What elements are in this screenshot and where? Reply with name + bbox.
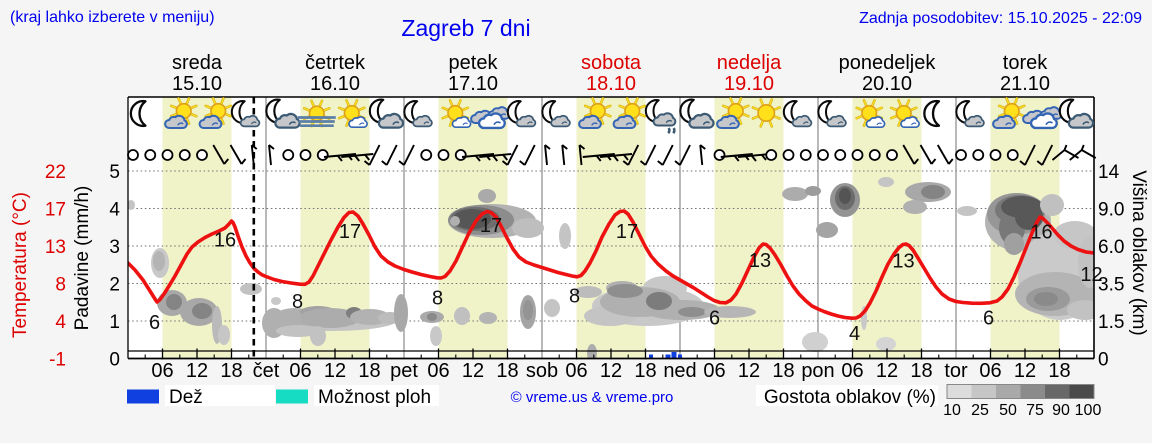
svg-text:(kraj lahko izberete v meniju): (kraj lahko izberete v meniju) xyxy=(10,9,215,26)
svg-text:Dež: Dež xyxy=(169,387,203,408)
svg-text:8: 8 xyxy=(55,275,66,296)
svg-text:ponedeljek: ponedeljek xyxy=(839,52,937,74)
svg-text:18: 18 xyxy=(220,360,242,382)
svg-text:14: 14 xyxy=(1098,162,1120,183)
svg-text:12: 12 xyxy=(1014,360,1036,382)
svg-text:1: 1 xyxy=(109,312,120,333)
svg-text:13: 13 xyxy=(892,251,914,273)
svg-text:sobota: sobota xyxy=(581,52,642,74)
svg-text:čet: čet xyxy=(253,360,280,382)
svg-text:21.10: 21.10 xyxy=(1000,73,1050,95)
svg-text:sob: sob xyxy=(526,360,558,382)
svg-text:12: 12 xyxy=(600,360,622,382)
svg-text:Gostota oblakov (%): Gostota oblakov (%) xyxy=(764,387,936,408)
svg-text:19.10: 19.10 xyxy=(724,73,774,95)
svg-text:6: 6 xyxy=(149,312,160,334)
svg-text:5: 5 xyxy=(109,162,120,183)
svg-text:16.10: 16.10 xyxy=(310,73,360,95)
svg-text:06: 06 xyxy=(841,360,863,382)
svg-text:17.10: 17.10 xyxy=(448,73,498,95)
svg-text:petek: petek xyxy=(449,52,499,74)
svg-text:22: 22 xyxy=(45,162,66,183)
svg-text:4: 4 xyxy=(55,312,66,333)
svg-text:sreda: sreda xyxy=(172,52,223,74)
svg-text:17: 17 xyxy=(480,215,502,237)
svg-text:3: 3 xyxy=(109,237,120,258)
svg-text:17: 17 xyxy=(45,200,66,221)
svg-text:nedelja: nedelja xyxy=(717,52,782,74)
svg-text:Zagreb 7 dni: Zagreb 7 dni xyxy=(401,15,530,41)
svg-text:4: 4 xyxy=(849,323,860,345)
svg-text:18: 18 xyxy=(496,360,518,382)
svg-text:torek: torek xyxy=(1003,52,1048,74)
svg-text:2: 2 xyxy=(109,275,120,296)
svg-text:Višina oblakov (km): Višina oblakov (km) xyxy=(1128,170,1149,335)
svg-text:6: 6 xyxy=(983,308,994,330)
svg-text:18: 18 xyxy=(634,360,656,382)
svg-text:12: 12 xyxy=(186,360,208,382)
svg-text:06: 06 xyxy=(289,360,311,382)
svg-text:75: 75 xyxy=(1026,402,1044,419)
svg-text:100: 100 xyxy=(1075,402,1102,419)
svg-text:4: 4 xyxy=(109,200,120,221)
svg-text:8: 8 xyxy=(569,286,580,308)
svg-text:8: 8 xyxy=(432,288,443,310)
svg-text:17: 17 xyxy=(339,221,361,243)
svg-text:12: 12 xyxy=(324,360,346,382)
svg-text:četrtek: četrtek xyxy=(305,52,366,74)
svg-text:6.0: 6.0 xyxy=(1098,237,1124,258)
svg-text:17: 17 xyxy=(616,221,638,243)
svg-text:12: 12 xyxy=(876,360,898,382)
svg-text:3.5: 3.5 xyxy=(1098,275,1124,296)
svg-text:Možnost ploh: Možnost ploh xyxy=(318,387,431,408)
svg-text:Zadnja posodobitev: 15.10.2025: Zadnja posodobitev: 15.10.2025 - 22:09 xyxy=(859,10,1142,27)
svg-text:20.10: 20.10 xyxy=(862,73,912,95)
svg-text:8: 8 xyxy=(292,291,303,313)
svg-text:-1: -1 xyxy=(49,350,66,371)
svg-text:18.10: 18.10 xyxy=(586,73,636,95)
svg-text:25: 25 xyxy=(971,402,989,419)
svg-text:12: 12 xyxy=(1080,264,1102,286)
svg-text:50: 50 xyxy=(999,402,1017,419)
svg-text:18: 18 xyxy=(910,360,932,382)
svg-text:18: 18 xyxy=(358,360,380,382)
svg-text:9.0: 9.0 xyxy=(1098,200,1124,221)
svg-text:18: 18 xyxy=(772,360,794,382)
svg-text:06: 06 xyxy=(979,360,1001,382)
svg-text:06: 06 xyxy=(703,360,725,382)
svg-text:13: 13 xyxy=(749,250,771,272)
svg-text:ned: ned xyxy=(663,360,696,382)
svg-text:15.10: 15.10 xyxy=(172,73,222,95)
svg-text:16: 16 xyxy=(214,230,236,252)
svg-text:pet: pet xyxy=(390,360,418,382)
svg-text:12: 12 xyxy=(462,360,484,382)
svg-text:1.5: 1.5 xyxy=(1098,312,1124,333)
svg-text:Padavine (mm/h): Padavine (mm/h) xyxy=(72,186,93,331)
svg-text:13: 13 xyxy=(45,237,66,258)
svg-text:© vreme.us & vreme.pro: © vreme.us & vreme.pro xyxy=(511,389,674,406)
svg-text:16: 16 xyxy=(1030,222,1052,244)
svg-text:pon: pon xyxy=(801,360,834,382)
svg-text:12: 12 xyxy=(738,360,760,382)
svg-text:0: 0 xyxy=(1098,350,1109,371)
svg-text:06: 06 xyxy=(151,360,173,382)
svg-text:0: 0 xyxy=(109,350,120,371)
svg-text:90: 90 xyxy=(1052,402,1070,419)
svg-text:6: 6 xyxy=(709,308,720,330)
svg-text:Temperatura (°C): Temperatura (°C) xyxy=(10,192,31,338)
svg-text:18: 18 xyxy=(1048,360,1070,382)
svg-text:tor: tor xyxy=(944,360,968,382)
svg-text:06: 06 xyxy=(427,360,449,382)
svg-text:06: 06 xyxy=(565,360,587,382)
svg-text:10: 10 xyxy=(943,402,961,419)
